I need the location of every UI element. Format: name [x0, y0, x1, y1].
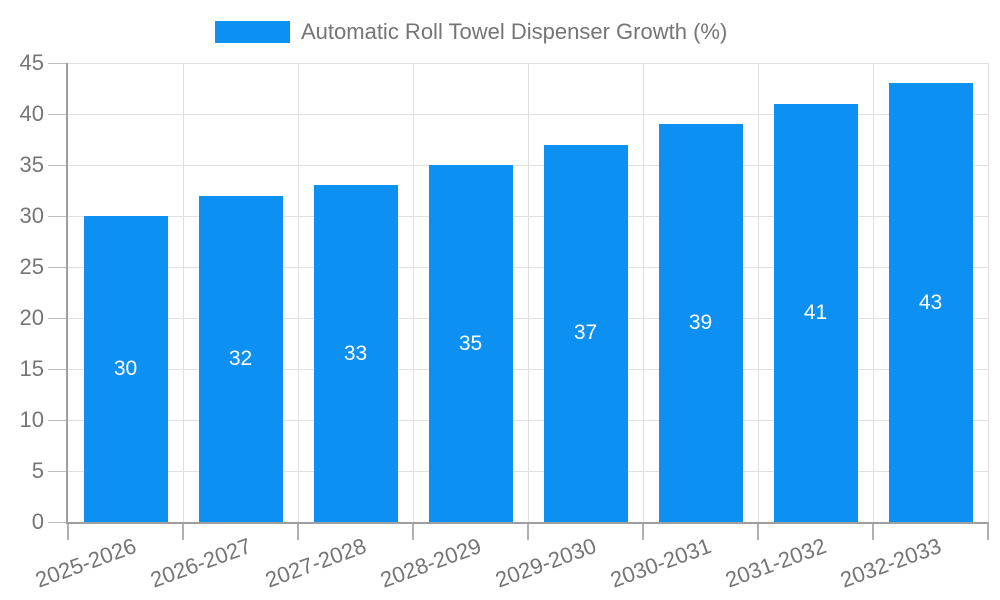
legend[interactable]: Automatic Roll Towel Dispenser Growth (%… [215, 19, 727, 45]
y-axis-tick-label: 0 [31, 509, 44, 534]
y-axis-tick [48, 369, 68, 370]
bar[interactable]: 30 [83, 216, 168, 522]
legend-label: Automatic Roll Towel Dispenser Growth (%… [301, 19, 728, 44]
y-axis-tick [48, 420, 68, 421]
gridline-vertical [643, 63, 644, 522]
y-axis-tick [48, 165, 68, 166]
bar-value-label: 39 [688, 311, 713, 335]
gridline-vertical [528, 63, 529, 522]
x-axis-tick [757, 522, 759, 540]
bar[interactable]: 35 [428, 165, 513, 522]
bar[interactable]: 33 [313, 185, 398, 522]
x-axis-tick [67, 522, 69, 540]
bar[interactable]: 32 [198, 195, 283, 522]
x-axis-category-label: 2028-2029 [377, 533, 485, 593]
y-axis-tick-label: 30 [19, 203, 44, 228]
y-axis-tick [48, 318, 68, 319]
bar-value-label: 32 [228, 346, 253, 370]
x-axis-tick [297, 522, 299, 540]
bar-value-label: 43 [918, 290, 943, 314]
x-axis-tick [872, 522, 874, 540]
x-axis-tick [412, 522, 414, 540]
x-axis-tick [182, 522, 184, 540]
bar[interactable]: 41 [773, 103, 858, 522]
gridline-vertical [758, 63, 759, 522]
bar-value-label: 30 [113, 357, 138, 380]
y-axis-tick-label: 40 [19, 101, 44, 126]
gridline-vertical [298, 63, 299, 522]
y-axis-line [66, 63, 68, 522]
x-axis-category-label: 2025-2026 [32, 533, 140, 593]
x-axis-tick [527, 522, 529, 540]
x-axis-tick [642, 522, 644, 540]
y-axis-tick-label: 15 [19, 356, 44, 381]
y-axis-tick [48, 522, 68, 523]
x-axis-category-label: 2029-2030 [492, 533, 600, 593]
x-axis-tick [987, 522, 989, 540]
y-axis-tick-label: 45 [19, 50, 44, 75]
bar[interactable]: 39 [658, 124, 743, 522]
x-axis-category-label: 2030-2031 [607, 533, 715, 593]
gridline-vertical [873, 63, 874, 522]
y-axis-tick-label: 5 [31, 458, 44, 483]
x-axis-category-label: 2032-2033 [837, 533, 945, 593]
bar-value-label: 37 [573, 321, 598, 345]
gridline-vertical [413, 63, 414, 522]
gridline-vertical [988, 63, 989, 522]
y-axis-tick [48, 216, 68, 217]
x-axis-line [66, 522, 988, 524]
y-axis-tick-label: 25 [19, 254, 44, 279]
bar[interactable]: 43 [888, 83, 973, 522]
y-axis-tick-label: 35 [19, 152, 44, 177]
x-axis-category-label: 2027-2028 [262, 533, 370, 593]
y-axis-tick-label: 20 [19, 305, 44, 330]
bar-value-label: 35 [458, 331, 483, 355]
bar[interactable]: 37 [543, 144, 628, 522]
legend-swatch [215, 21, 290, 43]
y-axis-tick [48, 114, 68, 115]
y-axis-tick-label: 10 [19, 407, 44, 432]
y-axis-tick [48, 471, 68, 472]
x-axis-category-label: 2026-2027 [147, 533, 255, 593]
x-axis-category-label: 2031-2032 [722, 533, 830, 593]
bar-value-label: 41 [803, 300, 828, 324]
gridline-vertical [183, 63, 184, 522]
bar-value-label: 33 [343, 341, 368, 365]
y-axis-tick [48, 63, 68, 64]
y-axis-tick [48, 267, 68, 268]
